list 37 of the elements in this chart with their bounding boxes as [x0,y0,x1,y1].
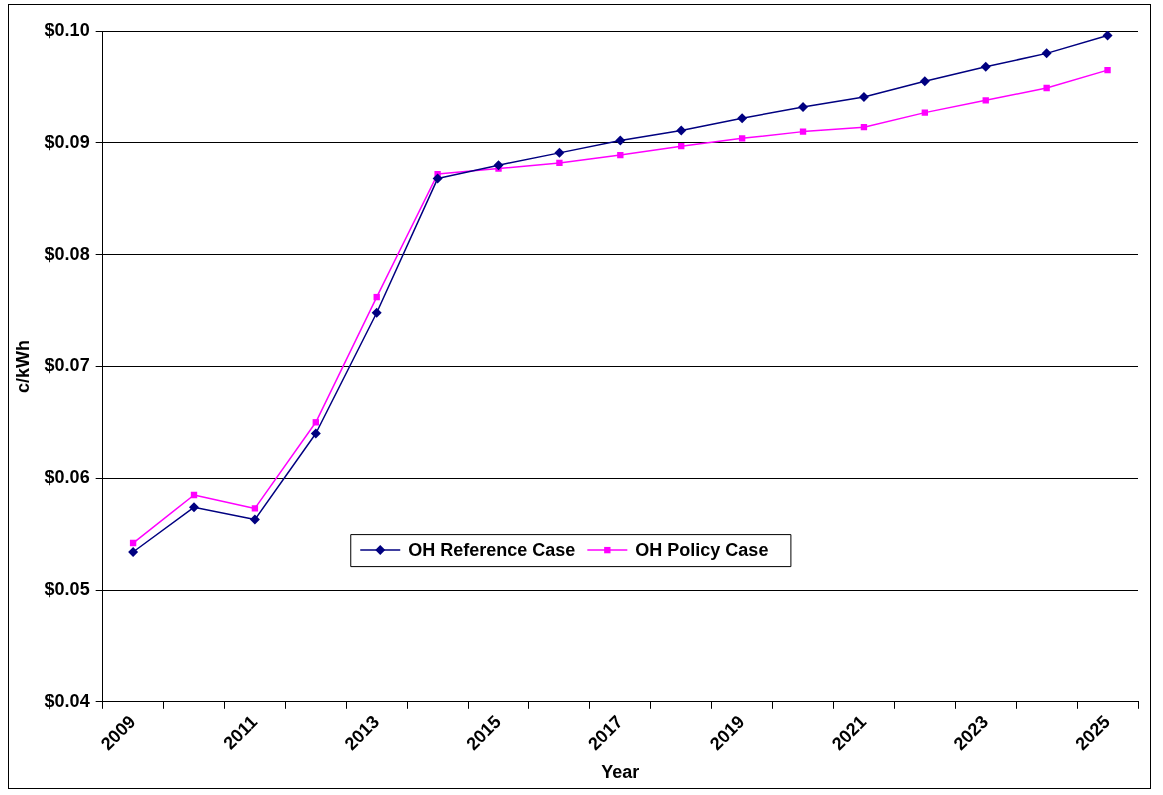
y-axis-title: c/kWh [12,339,33,393]
point [312,419,319,426]
point [189,502,199,513]
point [1102,31,1113,41]
point [1104,66,1111,74]
point [919,76,930,87]
y-tick-label: $0.06 [44,467,90,488]
point [676,125,687,136]
point [617,151,624,159]
point [737,113,748,124]
y-tick-label: $0.08 [44,243,90,264]
y-tick-label: $0.05 [44,578,90,599]
y-tick-label: $0.10 [44,19,90,40]
point [980,61,991,72]
point [249,514,260,525]
legend-label: OH Policy Case [635,540,769,561]
y-tick-label: $0.04 [44,690,90,711]
point [432,173,443,184]
y-tick-label: $0.09 [44,131,90,152]
point [738,135,746,142]
point [1041,48,1052,59]
point [615,135,626,146]
legend-label: OH Reference Case [408,540,576,561]
x-axis-title: Year [601,762,640,783]
point [858,91,869,102]
point [128,547,139,557]
point [799,128,807,135]
y-tick-label: $0.07 [44,355,90,376]
point [921,109,929,116]
point [556,159,563,167]
point [554,147,565,158]
point [798,102,809,113]
point [493,160,504,171]
point [251,505,259,512]
point [1043,84,1050,92]
point [310,428,321,439]
point [371,307,382,318]
